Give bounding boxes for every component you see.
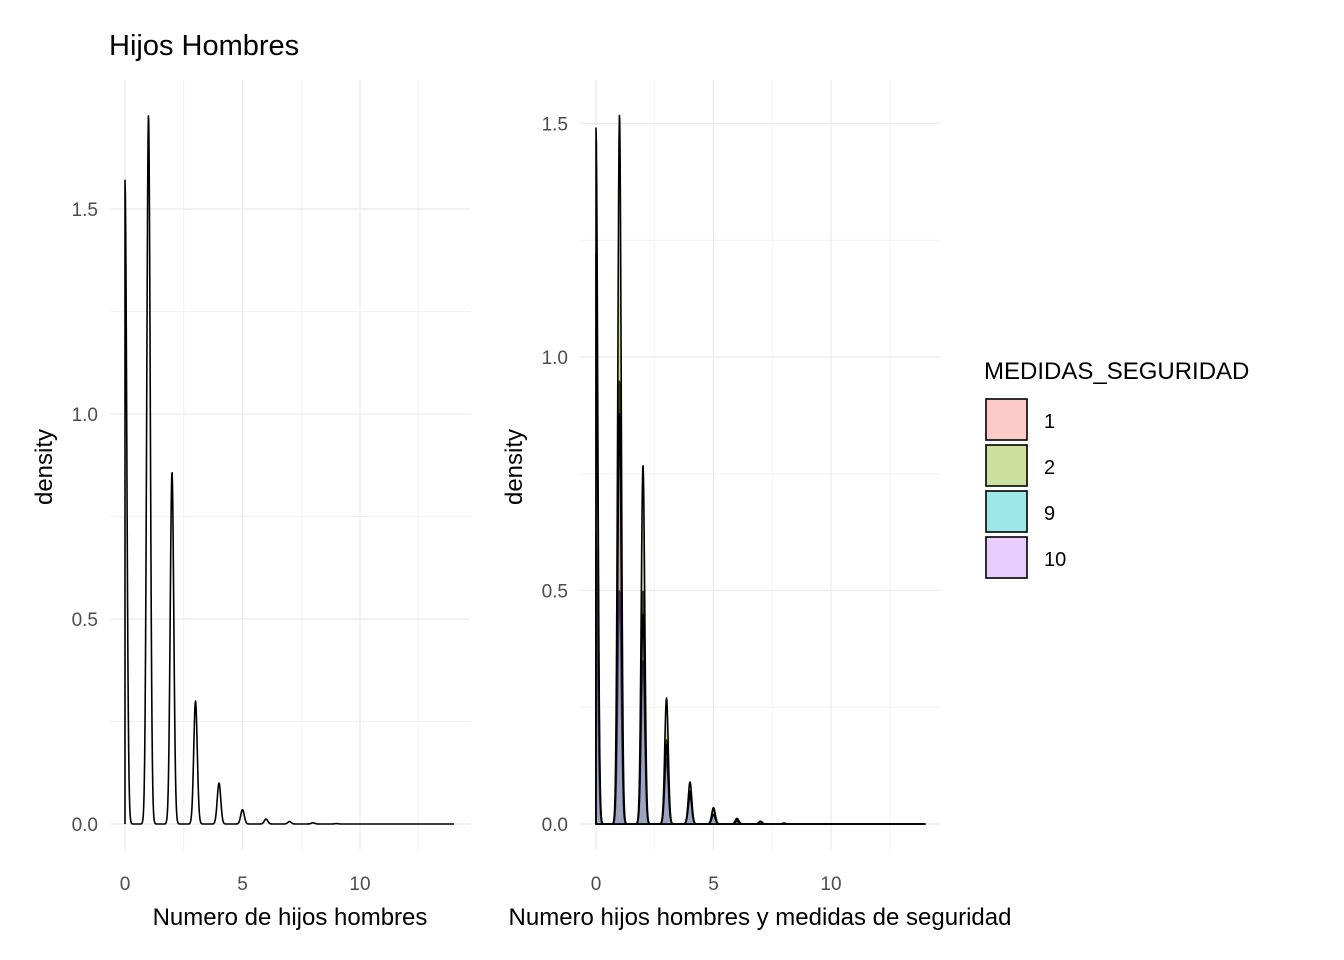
- legend: MEDIDAS_SEGURIDAD 1 2 9 10: [984, 358, 1249, 579]
- x-tick-label: 5: [237, 874, 248, 895]
- y-tick-label: 0.5: [542, 582, 568, 603]
- density-curve-10: [595, 253, 926, 825]
- minor-grid: [110, 80, 470, 850]
- x-tick-label: 10: [349, 874, 370, 895]
- major-grid: [110, 80, 470, 850]
- x-axis-title: Numero hijos hombres y medidas de seguri…: [509, 904, 1012, 931]
- x-tick-label: 0: [120, 874, 131, 895]
- legend-key-9: [985, 490, 1028, 533]
- y-tick-label: 1.5: [72, 200, 98, 221]
- legend-key-1: [985, 398, 1028, 441]
- minor-grid: [580, 80, 940, 850]
- y-tick-label: 0.0: [72, 815, 98, 836]
- y-tick-label: 1.0: [542, 348, 568, 369]
- major-grid: [580, 80, 940, 850]
- plot-title: Hijos Hombres: [109, 30, 299, 62]
- y-tick-label: 1.5: [542, 115, 568, 136]
- legend-title: MEDIDAS_SEGURIDAD: [984, 358, 1249, 385]
- x-axis-title: Numero de hijos hombres: [153, 904, 428, 931]
- legend-label-9: 9: [1044, 503, 1055, 525]
- legend-label-2: 2: [1044, 457, 1055, 479]
- y-tick-label: 1.0: [72, 405, 98, 426]
- x-tick-label: 5: [708, 874, 719, 895]
- y-axis-title: density: [501, 429, 528, 505]
- right-density-panel: 0 5 10 0.0 0.5 1.0 1.5 density Numero hijos homb…: [501, 80, 1011, 931]
- legend-label-10: 10: [1044, 549, 1066, 571]
- y-tick-label: 0.0: [542, 815, 568, 836]
- legend-label-1: 1: [1044, 411, 1055, 433]
- left-density-panel: 0 5 10 0.0 0.5 1.0 1.5 density Numero de hijos h…: [31, 80, 470, 931]
- legend-key-10: [985, 536, 1028, 579]
- legend-key-2: [985, 444, 1028, 487]
- y-axis-title: density: [31, 429, 58, 505]
- x-tick-label: 10: [820, 874, 841, 895]
- y-tick-label: 0.5: [72, 610, 98, 631]
- x-tick-label: 0: [591, 874, 602, 895]
- density-curve: [124, 115, 455, 825]
